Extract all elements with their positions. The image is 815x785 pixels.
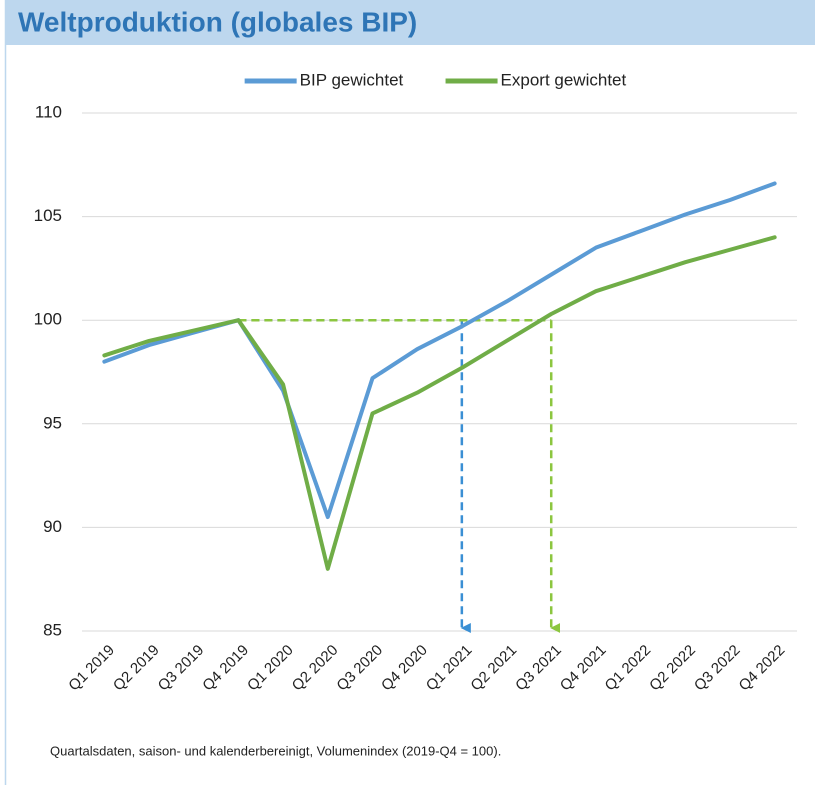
series-line — [102, 181, 777, 520]
x-tick-label: Q4 2022 — [736, 642, 789, 695]
x-tick-label: Q2 2022 — [646, 642, 699, 695]
x-tick-label: Q1 2019 — [65, 642, 118, 695]
x-tick-label: Q4 2019 — [199, 642, 252, 695]
x-tick-label: Q4 2021 — [557, 642, 610, 695]
x-tick-label: Q4 2020 — [378, 642, 431, 695]
x-tick-label: Q1 2022 — [602, 642, 655, 695]
x-tick-label: Q3 2022 — [691, 642, 744, 695]
chart-title: Weltproduktion (globales BIP) — [18, 6, 417, 37]
y-tick-label: 95 — [43, 413, 62, 432]
x-tick-label: Q3 2019 — [155, 642, 208, 695]
x-tick-label: Q1 2020 — [244, 642, 297, 695]
x-tick-label: Q3 2020 — [333, 642, 386, 695]
x-tick-label: Q3 2021 — [512, 642, 565, 695]
y-tick-label: 100 — [34, 310, 62, 329]
y-tick-label: 110 — [35, 102, 62, 121]
y-tick-label: 105 — [34, 206, 62, 225]
y-tick-label: 85 — [43, 620, 62, 639]
header-band — [5, 0, 815, 45]
footnote: Quartalsdaten, saison- und kalenderberei… — [50, 743, 501, 758]
legend-label: Export gewichtet — [501, 70, 627, 89]
x-tick-label: Q2 2019 — [110, 642, 163, 695]
x-tick-label: Q2 2020 — [289, 642, 342, 695]
y-tick-label: 90 — [43, 517, 62, 536]
series-line — [102, 235, 777, 571]
x-tick-label: Q1 2021 — [423, 642, 476, 695]
legend-label: BIP gewichtet — [300, 70, 404, 89]
x-tick-label: Q2 2021 — [467, 642, 520, 695]
